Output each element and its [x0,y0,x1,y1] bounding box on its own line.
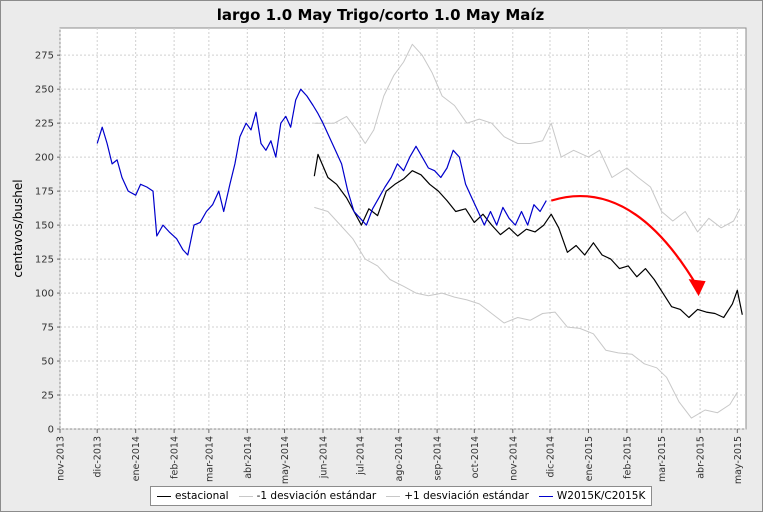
y-tick-label: 0 [48,425,54,436]
series-layer [96,43,743,419]
x-tick-label: feb-2015 [622,436,633,479]
x-tick-label: mar-2014 [204,436,215,482]
chart-title: largo 1.0 May Trigo/corto 1.0 May Maíz [216,6,545,24]
x-tick-label: may-2015 [733,436,744,484]
legend-label: -1 desviación estándar [256,490,377,502]
y-tick-label: 75 [41,323,54,334]
x-tick-label: ago-2014 [394,436,405,481]
x-tick-label: may-2014 [280,436,291,484]
annotation-arrow-shaft [550,194,699,288]
annotation-layer [550,194,706,297]
series-line-3 [96,88,547,256]
legend-item: W2015K/C2015K [538,490,646,502]
series-line-1 [314,206,738,419]
legend-swatch [157,495,171,497]
x-tick-label: ene-2015 [584,436,595,481]
x-tick-label: nov-2014 [508,436,519,481]
legend-item: -1 desviación estándar [238,490,377,502]
x-tick-label: nov-2013 [56,436,67,481]
legend-label: W2015K/C2015K [556,490,646,502]
x-tick-label: jul-2014 [356,436,367,476]
x-tick-label: sep-2014 [433,436,444,480]
x-tick-label: mar-2015 [657,436,668,482]
y-axis: 0 25 50 75 100 125 150 175 200 225 250 275 [35,51,60,436]
legend-label: +1 desviación estándar [404,490,529,502]
y-tick-label: 150 [35,221,54,232]
y-tick-label: 25 [41,391,54,402]
y-tick-label: 225 [35,119,54,130]
x-tick-label: jun-2014 [318,436,329,479]
y-axis-label: centavos/bushel [11,179,25,277]
x-tick-label: abr-2014 [243,436,254,479]
y-tick-label: 250 [35,85,54,96]
x-tick-label: dic-2014 [546,436,557,478]
y-tick-label: 275 [35,51,54,62]
x-axis: nov-2013 dic-2013 ene-2014 feb-2014 mar-2014… [56,429,744,484]
annotation-arrow-head [688,279,706,297]
legend-swatch [538,495,553,497]
y-tick-label: 200 [35,153,54,164]
x-tick-label: dic-2013 [93,436,104,478]
series-line-2 [314,43,741,233]
legend-swatch [386,495,401,497]
y-tick-label: 175 [35,187,54,198]
x-tick-label: oct-2014 [470,436,481,478]
series-line-0 [313,153,743,319]
legend-label: estacional [175,490,229,502]
x-tick-label: feb-2014 [170,436,181,479]
y-tick-label: 50 [41,357,54,368]
legend-item: +1 desviación estándar [386,490,529,502]
legend: estacional -1 desviación estándar +1 desvi… [150,486,653,506]
y-tick-label: 125 [35,255,54,266]
legend-swatch [238,495,253,497]
y-tick-label: 100 [35,289,54,300]
x-tick-label: ene-2014 [131,436,142,481]
legend-item: estacional [157,490,229,502]
plot-area [59,27,747,430]
x-tick-label: abr-2015 [696,436,707,479]
